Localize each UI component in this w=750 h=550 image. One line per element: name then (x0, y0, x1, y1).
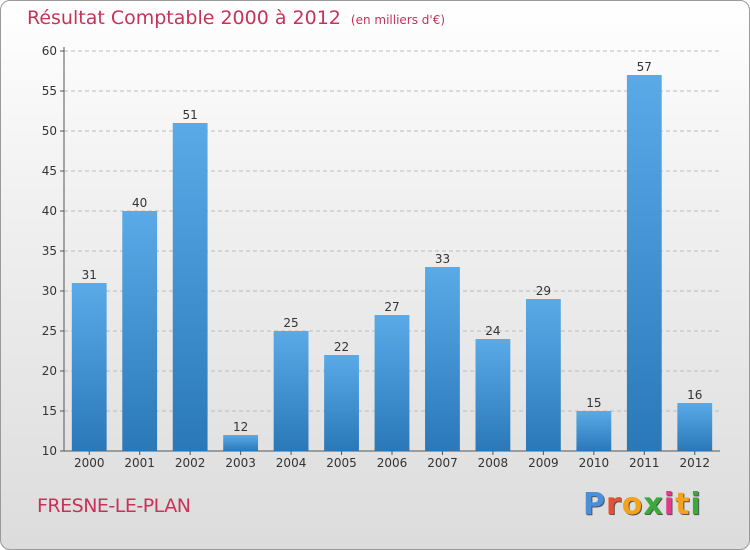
bar (122, 211, 158, 451)
unit-label: (en milliers d'€) (350, 13, 446, 27)
bar-value-label: 27 (384, 300, 399, 314)
bar-value-label: 12 (233, 420, 248, 434)
x-tick-label: 2005 (326, 456, 357, 470)
logo-letter: t (675, 487, 691, 522)
bar (475, 339, 511, 451)
bar-value-label: 24 (485, 324, 500, 338)
y-tick-label: 15 (42, 404, 57, 418)
x-tick-label: 2000 (74, 456, 105, 470)
x-tick-label: 2003 (225, 456, 256, 470)
logo-letter: r (606, 487, 622, 522)
x-tick-label: 2007 (427, 456, 458, 470)
logo-letter: i (663, 487, 676, 522)
x-tick-label: 2010 (579, 456, 610, 470)
bar (626, 75, 662, 451)
y-tick-label: 30 (42, 284, 57, 298)
bar (172, 123, 208, 451)
bar (324, 355, 359, 451)
x-tick-label: 2004 (276, 456, 307, 470)
bar-value-label: 22 (334, 340, 349, 354)
bar (374, 315, 410, 451)
logo-letter: i (690, 487, 702, 522)
y-tick-label: 60 (42, 44, 57, 58)
x-tick-label: 2001 (124, 456, 155, 470)
bar-value-label: 31 (82, 268, 97, 282)
bar-value-label: 51 (183, 108, 198, 122)
bar (273, 331, 309, 451)
bar (223, 435, 259, 451)
y-tick-label: 25 (42, 324, 57, 338)
y-tick-label: 10 (42, 444, 57, 458)
logo-letter: x (643, 487, 664, 522)
bar (576, 411, 612, 451)
proxiti-logo[interactable]: Proxiti (583, 487, 702, 522)
chart-title: Résultat Comptable 2000 à 2012 (en millie… (27, 7, 445, 29)
y-tick-label: 40 (42, 204, 57, 218)
y-tick-label: 20 (42, 364, 57, 378)
x-tick-label: 2002 (175, 456, 206, 470)
title-text: Résultat Comptable 2000 à 2012 (27, 7, 341, 29)
logo-letter: P (583, 487, 606, 522)
bar (525, 299, 561, 451)
bar-value-label: 57 (637, 60, 652, 74)
x-tick-label: 2006 (377, 456, 408, 470)
bar-value-label: 33 (435, 252, 450, 266)
labels: 31 2000 40 2001 51 2002 12 2003 25 2004 22 2005 27 20… (74, 60, 710, 470)
commune-name: FRESNE-LE-PLAN (37, 495, 191, 517)
bar-value-label: 25 (283, 316, 298, 330)
y-tick-label: 50 (42, 124, 57, 138)
x-tick-label: 2012 (679, 456, 710, 470)
bar-value-label: 16 (687, 388, 702, 402)
y-tick-label: 55 (42, 84, 57, 98)
bar (425, 267, 460, 451)
logo-letter: o (621, 487, 644, 522)
bar-value-label: 40 (132, 196, 147, 210)
bar-value-label: 15 (586, 396, 601, 410)
bars (71, 75, 713, 451)
bar (71, 283, 107, 451)
bar (677, 403, 713, 451)
x-tick-label: 2008 (478, 456, 509, 470)
x-tick-label: 2011 (629, 456, 660, 470)
y-tick-label: 45 (42, 164, 57, 178)
bar-value-label: 29 (536, 284, 551, 298)
y-tick-label: 35 (42, 244, 57, 258)
x-tick-label: 2009 (528, 456, 559, 470)
